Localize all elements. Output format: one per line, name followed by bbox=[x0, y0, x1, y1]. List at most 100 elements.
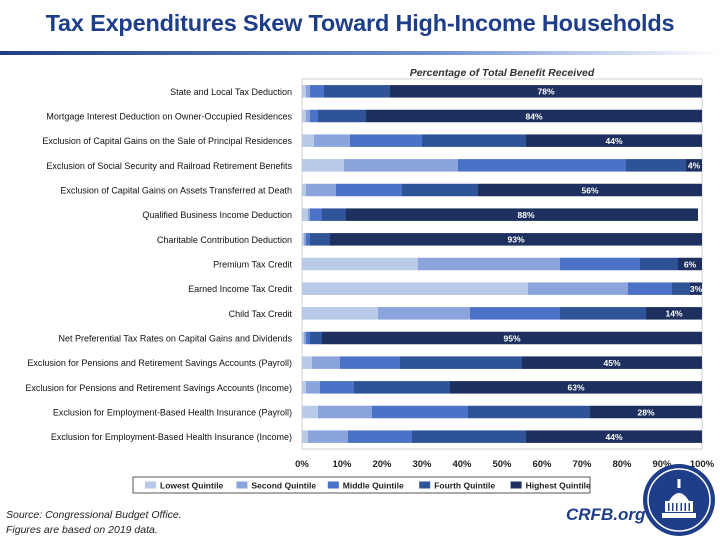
bar-segment-second-quintile bbox=[314, 134, 350, 147]
bar-segment-middle-quintile bbox=[320, 381, 354, 394]
source-note: Source: Congressional Budget Office. Fig… bbox=[6, 508, 182, 538]
bar-segment-fourth-quintile bbox=[640, 257, 678, 271]
data-label: 14% bbox=[665, 309, 682, 319]
bar-segment-middle-quintile bbox=[336, 183, 402, 197]
bar-segment-lowest-quintile bbox=[302, 233, 304, 246]
x-tick-label: 70% bbox=[572, 459, 592, 470]
category-label: Exclusion of Capital Gains on the Sale o… bbox=[42, 136, 292, 146]
data-label: 88% bbox=[517, 210, 534, 220]
bar-segment-highest-quintile bbox=[390, 85, 702, 98]
bar-segment-fourth-quintile bbox=[412, 430, 526, 443]
bar-segment-second-quintile bbox=[306, 109, 310, 123]
bar-segment-lowest-quintile bbox=[302, 356, 312, 369]
bar-segment-lowest-quintile bbox=[302, 109, 306, 123]
bar-segment-second-quintile bbox=[308, 430, 348, 443]
bar-segment-highest-quintile bbox=[322, 331, 702, 345]
data-label: 95% bbox=[503, 333, 520, 343]
x-tick-label: 20% bbox=[372, 459, 392, 470]
x-tick-label: 60% bbox=[532, 459, 552, 470]
bar-segment-fourth-quintile bbox=[626, 159, 686, 172]
bar-segment-highest-quintile bbox=[450, 381, 702, 394]
bar-segment-middle-quintile bbox=[310, 85, 324, 98]
x-tick-label: 80% bbox=[612, 459, 632, 470]
bar-segment-highest-quintile bbox=[478, 183, 702, 197]
bar-segment-second-quintile bbox=[344, 159, 458, 172]
bar-segment-second-quintile bbox=[306, 381, 320, 394]
bar-segment-middle-quintile bbox=[306, 233, 310, 246]
data-label: 44% bbox=[605, 136, 622, 146]
x-tick-label: 10% bbox=[332, 459, 352, 470]
bar-segment-lowest-quintile bbox=[302, 183, 306, 197]
bar-segment-highest-quintile bbox=[590, 405, 702, 419]
bar-segment-second-quintile bbox=[306, 85, 310, 98]
bar-segment-highest-quintile bbox=[526, 430, 702, 443]
bar-segment-lowest-quintile bbox=[302, 381, 306, 394]
category-label: Exclusion for Pensions and Retirement Sa… bbox=[27, 358, 292, 368]
data-label: 45% bbox=[603, 358, 620, 368]
category-label: Net Preferential Tax Rates on Capital Ga… bbox=[59, 334, 293, 344]
x-tick-label: 0% bbox=[295, 459, 309, 470]
category-label: Charitable Contribution Deduction bbox=[157, 235, 292, 245]
bar-segment-fourth-quintile bbox=[560, 307, 646, 320]
bar-segment-fourth-quintile bbox=[354, 381, 450, 394]
chart-subtitle: Percentage of Total Benefit Received bbox=[409, 67, 595, 79]
bar-segment-middle-quintile bbox=[310, 208, 322, 221]
bar-segment-middle-quintile bbox=[372, 405, 468, 419]
bar-segment-highest-quintile bbox=[526, 134, 702, 147]
legend-swatch bbox=[510, 481, 522, 489]
legend-label: Second Quintile bbox=[251, 481, 316, 491]
bar-segment-highest-quintile bbox=[678, 257, 702, 271]
category-label: Exclusion of Capital Gains on Assets Tra… bbox=[60, 186, 292, 196]
bar-segment-middle-quintile bbox=[348, 430, 412, 443]
bar-segment-second-quintile bbox=[418, 257, 560, 271]
legend-swatch bbox=[145, 481, 156, 489]
bar-segment-fourth-quintile bbox=[318, 109, 366, 123]
x-tick-label: 100% bbox=[690, 459, 715, 470]
data-label: 78% bbox=[537, 87, 554, 97]
legend-label: Fourth Quintile bbox=[434, 481, 495, 491]
bar-segment-fourth-quintile bbox=[324, 85, 390, 98]
category-label: Child Tax Credit bbox=[229, 309, 293, 319]
bar-segment-second-quintile bbox=[308, 208, 310, 221]
data-label: 4% bbox=[688, 161, 701, 171]
bar-segment-highest-quintile bbox=[346, 208, 698, 221]
category-label: Qualified Business Income Deduction bbox=[142, 210, 292, 220]
legend-box bbox=[132, 476, 591, 494]
bar-segment-second-quintile bbox=[306, 183, 336, 197]
category-label: Exclusion for Employment-Based Health In… bbox=[51, 432, 292, 442]
data-label: 28% bbox=[637, 407, 654, 417]
bar-segment-second-quintile bbox=[318, 405, 372, 419]
bar-segment-highest-quintile bbox=[686, 159, 702, 172]
bar-segment-lowest-quintile bbox=[302, 85, 306, 98]
bar-segment-second-quintile bbox=[304, 331, 306, 345]
data-label: 3% bbox=[690, 284, 703, 294]
category-label: Earned Income Tax Credit bbox=[188, 284, 292, 294]
capitol-seal-logo bbox=[643, 464, 715, 536]
category-label: Exclusion for Employment-Based Health In… bbox=[53, 408, 292, 418]
bar-segment-second-quintile bbox=[378, 307, 470, 320]
data-label: 44% bbox=[605, 432, 622, 442]
x-tick-label: 50% bbox=[492, 459, 512, 470]
bar-segment-highest-quintile bbox=[330, 233, 702, 246]
bar-segment-fourth-quintile bbox=[672, 282, 690, 295]
bar-segment-lowest-quintile bbox=[302, 159, 344, 172]
x-tick-label: 90% bbox=[652, 459, 672, 470]
bar-segment-highest-quintile bbox=[646, 307, 702, 320]
title-underline bbox=[0, 51, 720, 55]
bar-segment-lowest-quintile bbox=[302, 282, 528, 295]
bar-segment-lowest-quintile bbox=[302, 307, 378, 320]
legend-label: Lowest Quintile bbox=[160, 481, 224, 491]
bar-segment-fourth-quintile bbox=[322, 208, 346, 221]
legend-swatch bbox=[236, 481, 248, 489]
bar-segment-second-quintile bbox=[528, 282, 628, 295]
chart-title: Tax Expenditures Skew Toward High-Income… bbox=[45, 10, 675, 36]
bar-segment-fourth-quintile bbox=[310, 233, 330, 246]
bar-segment-second-quintile bbox=[304, 233, 306, 246]
bar-segment-lowest-quintile bbox=[302, 430, 308, 443]
legend-label: Middle Quintile bbox=[343, 481, 404, 491]
bar-segment-lowest-quintile bbox=[302, 134, 314, 147]
bar-segment-lowest-quintile bbox=[302, 405, 318, 419]
category-label: Mortgage Interest Deduction on Owner-Occ… bbox=[46, 112, 292, 122]
category-label: Exclusion for Pensions and Retirement Sa… bbox=[25, 383, 292, 393]
data-label: 93% bbox=[507, 235, 524, 245]
